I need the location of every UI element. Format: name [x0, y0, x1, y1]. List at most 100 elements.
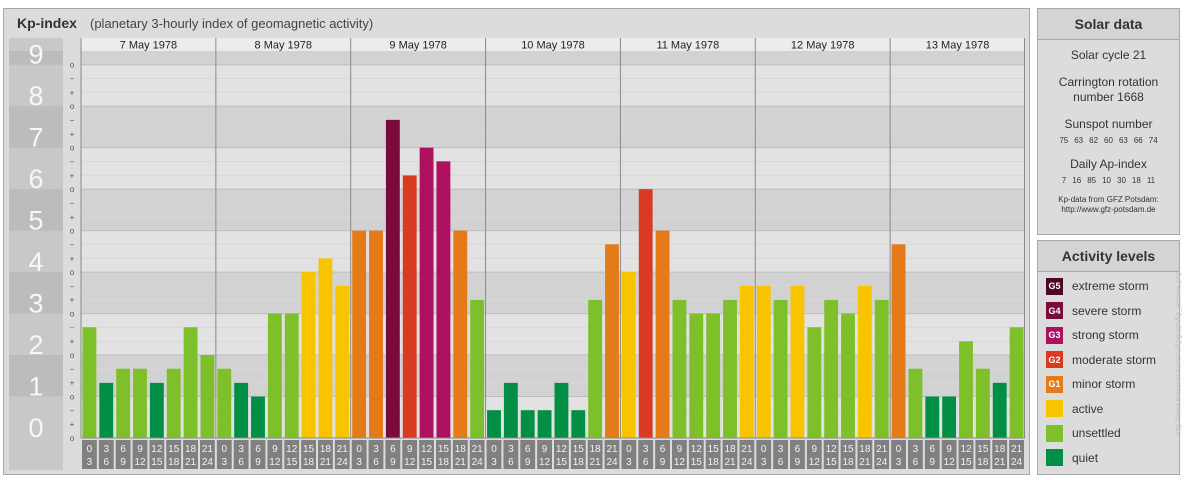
y-band [81, 189, 1025, 231]
interval-label-box [132, 440, 148, 469]
y-tick-label: 9 [28, 40, 43, 70]
interval-end-label: 24 [472, 457, 484, 468]
interval-end-label: 12 [944, 457, 956, 468]
interval-start-label: 21 [876, 444, 888, 455]
interval-end-label: 9 [660, 457, 666, 468]
interval-label-box [773, 440, 788, 469]
title-bar: Kp-index (planetary 3-hourly index of ge… [4, 9, 1029, 37]
kp-bar [1009, 327, 1024, 438]
credit-link[interactable]: http://www.gfz-potsdam.de [1061, 205, 1156, 214]
sunspot-values: 75 63 62 60 63 66 74 [1038, 136, 1179, 145]
y-subtick-label: − [70, 282, 75, 291]
interval-end-label: 18 [977, 457, 989, 468]
interval-label-box [570, 440, 586, 469]
interval-end-label: 12 [674, 457, 686, 468]
interval-label-box [975, 440, 991, 469]
interval-label-box [554, 440, 569, 469]
interval-label-box [267, 440, 283, 469]
interval-end-label: 24 [606, 457, 618, 468]
kp-bar [200, 355, 215, 438]
interval-end-label: 24 [876, 457, 888, 468]
interval-label-box [604, 440, 620, 469]
kp-bar [419, 147, 434, 438]
interval-label-box [874, 440, 890, 469]
interval-end-label: 6 [373, 457, 379, 468]
y-axis-shade [9, 106, 63, 148]
legend-swatch: G2 [1046, 351, 1063, 369]
chart-title: Kp-index [17, 15, 77, 31]
interval-start-label: 9 [137, 444, 143, 455]
kp-bar [807, 327, 822, 438]
interval-start-label: 12 [691, 444, 703, 455]
kp-bar [149, 382, 164, 438]
y-subtick-label: + [70, 213, 75, 222]
interval-start-label: 6 [660, 444, 666, 455]
kp-bar [234, 382, 249, 438]
interval-end-label: 18 [303, 457, 315, 468]
y-subtick-label: o [70, 434, 75, 443]
activity-levels-header: Activity levels [1038, 241, 1179, 272]
sunspot-value: 74 [1148, 136, 1158, 145]
kp-bar [385, 119, 400, 438]
y-subtick-label: o [70, 268, 75, 277]
kp-bar [453, 230, 468, 438]
legend-item-quiet: quiet [1038, 446, 1179, 471]
interval-label-box [469, 440, 485, 469]
interval-start-label: 21 [741, 444, 753, 455]
interval-end-label: 3 [491, 457, 497, 468]
kp-bar [571, 410, 586, 438]
interval-end-label: 15 [556, 457, 568, 468]
interval-end-label: 6 [238, 457, 244, 468]
ap-value: 30 [1117, 176, 1126, 185]
interval-start-label: 9 [272, 444, 278, 455]
kp-bar [133, 368, 147, 438]
day-label: 11 May 1978 [656, 40, 719, 52]
interval-start-label: 21 [472, 444, 484, 455]
interval-label-box [941, 440, 957, 469]
y-subtick-label: − [70, 323, 75, 332]
y-subtick-label: o [70, 61, 75, 70]
kp-bar [874, 299, 889, 438]
interval-start-label: 18 [590, 444, 602, 455]
interval-start-label: 9 [946, 444, 952, 455]
kp-bar [756, 285, 771, 438]
interval-start-label: 15 [842, 444, 854, 455]
kp-bar [402, 175, 417, 438]
interval-start-label: 9 [677, 444, 683, 455]
legend-item-severe-storm: G4 severe storm [1038, 299, 1179, 324]
y-subtick-label: o [70, 351, 75, 360]
kp-bar [959, 341, 973, 438]
interval-end-label: 21 [185, 457, 197, 468]
interval-label-box [503, 440, 519, 469]
y-tick-label: 5 [28, 206, 43, 236]
interval-start-label: 21 [337, 444, 349, 455]
y-band [81, 51, 1025, 65]
interval-start-label: 18 [724, 444, 736, 455]
interval-start-label: 9 [542, 444, 548, 455]
kp-bar [891, 244, 906, 438]
kp-bar [975, 368, 990, 438]
kp-bar [487, 410, 501, 438]
interval-label-box [992, 440, 1008, 469]
y-tick-label: 7 [28, 123, 43, 153]
watermark-text: http://www.theusner.eu/terra/kpgraph/kp_… [1175, 271, 1183, 436]
legend-label: moderate storm [1072, 352, 1157, 367]
y-axis-shade [9, 272, 63, 314]
legend-swatch [1046, 424, 1063, 442]
kp-bar [672, 299, 687, 438]
interval-label-box [115, 440, 131, 469]
interval-label-box [891, 440, 906, 469]
solar-cycle: Solar cycle 21 [1070, 48, 1147, 62]
sunspot-label: Sunspot number [1064, 117, 1153, 131]
interval-label-box [82, 440, 97, 469]
interval-label-box [233, 440, 249, 469]
legend-item-extreme-storm: G5 extreme storm [1038, 274, 1179, 299]
kp-bar [857, 285, 872, 438]
sunspot-value: 75 [1059, 136, 1069, 145]
interval-label-box [924, 440, 940, 469]
kp-bar [301, 272, 316, 438]
sunspot-value: 63 [1118, 136, 1128, 145]
interval-label-box [705, 440, 721, 469]
y-subtick-label: o [70, 393, 75, 402]
interval-start-label: 18 [994, 444, 1006, 455]
